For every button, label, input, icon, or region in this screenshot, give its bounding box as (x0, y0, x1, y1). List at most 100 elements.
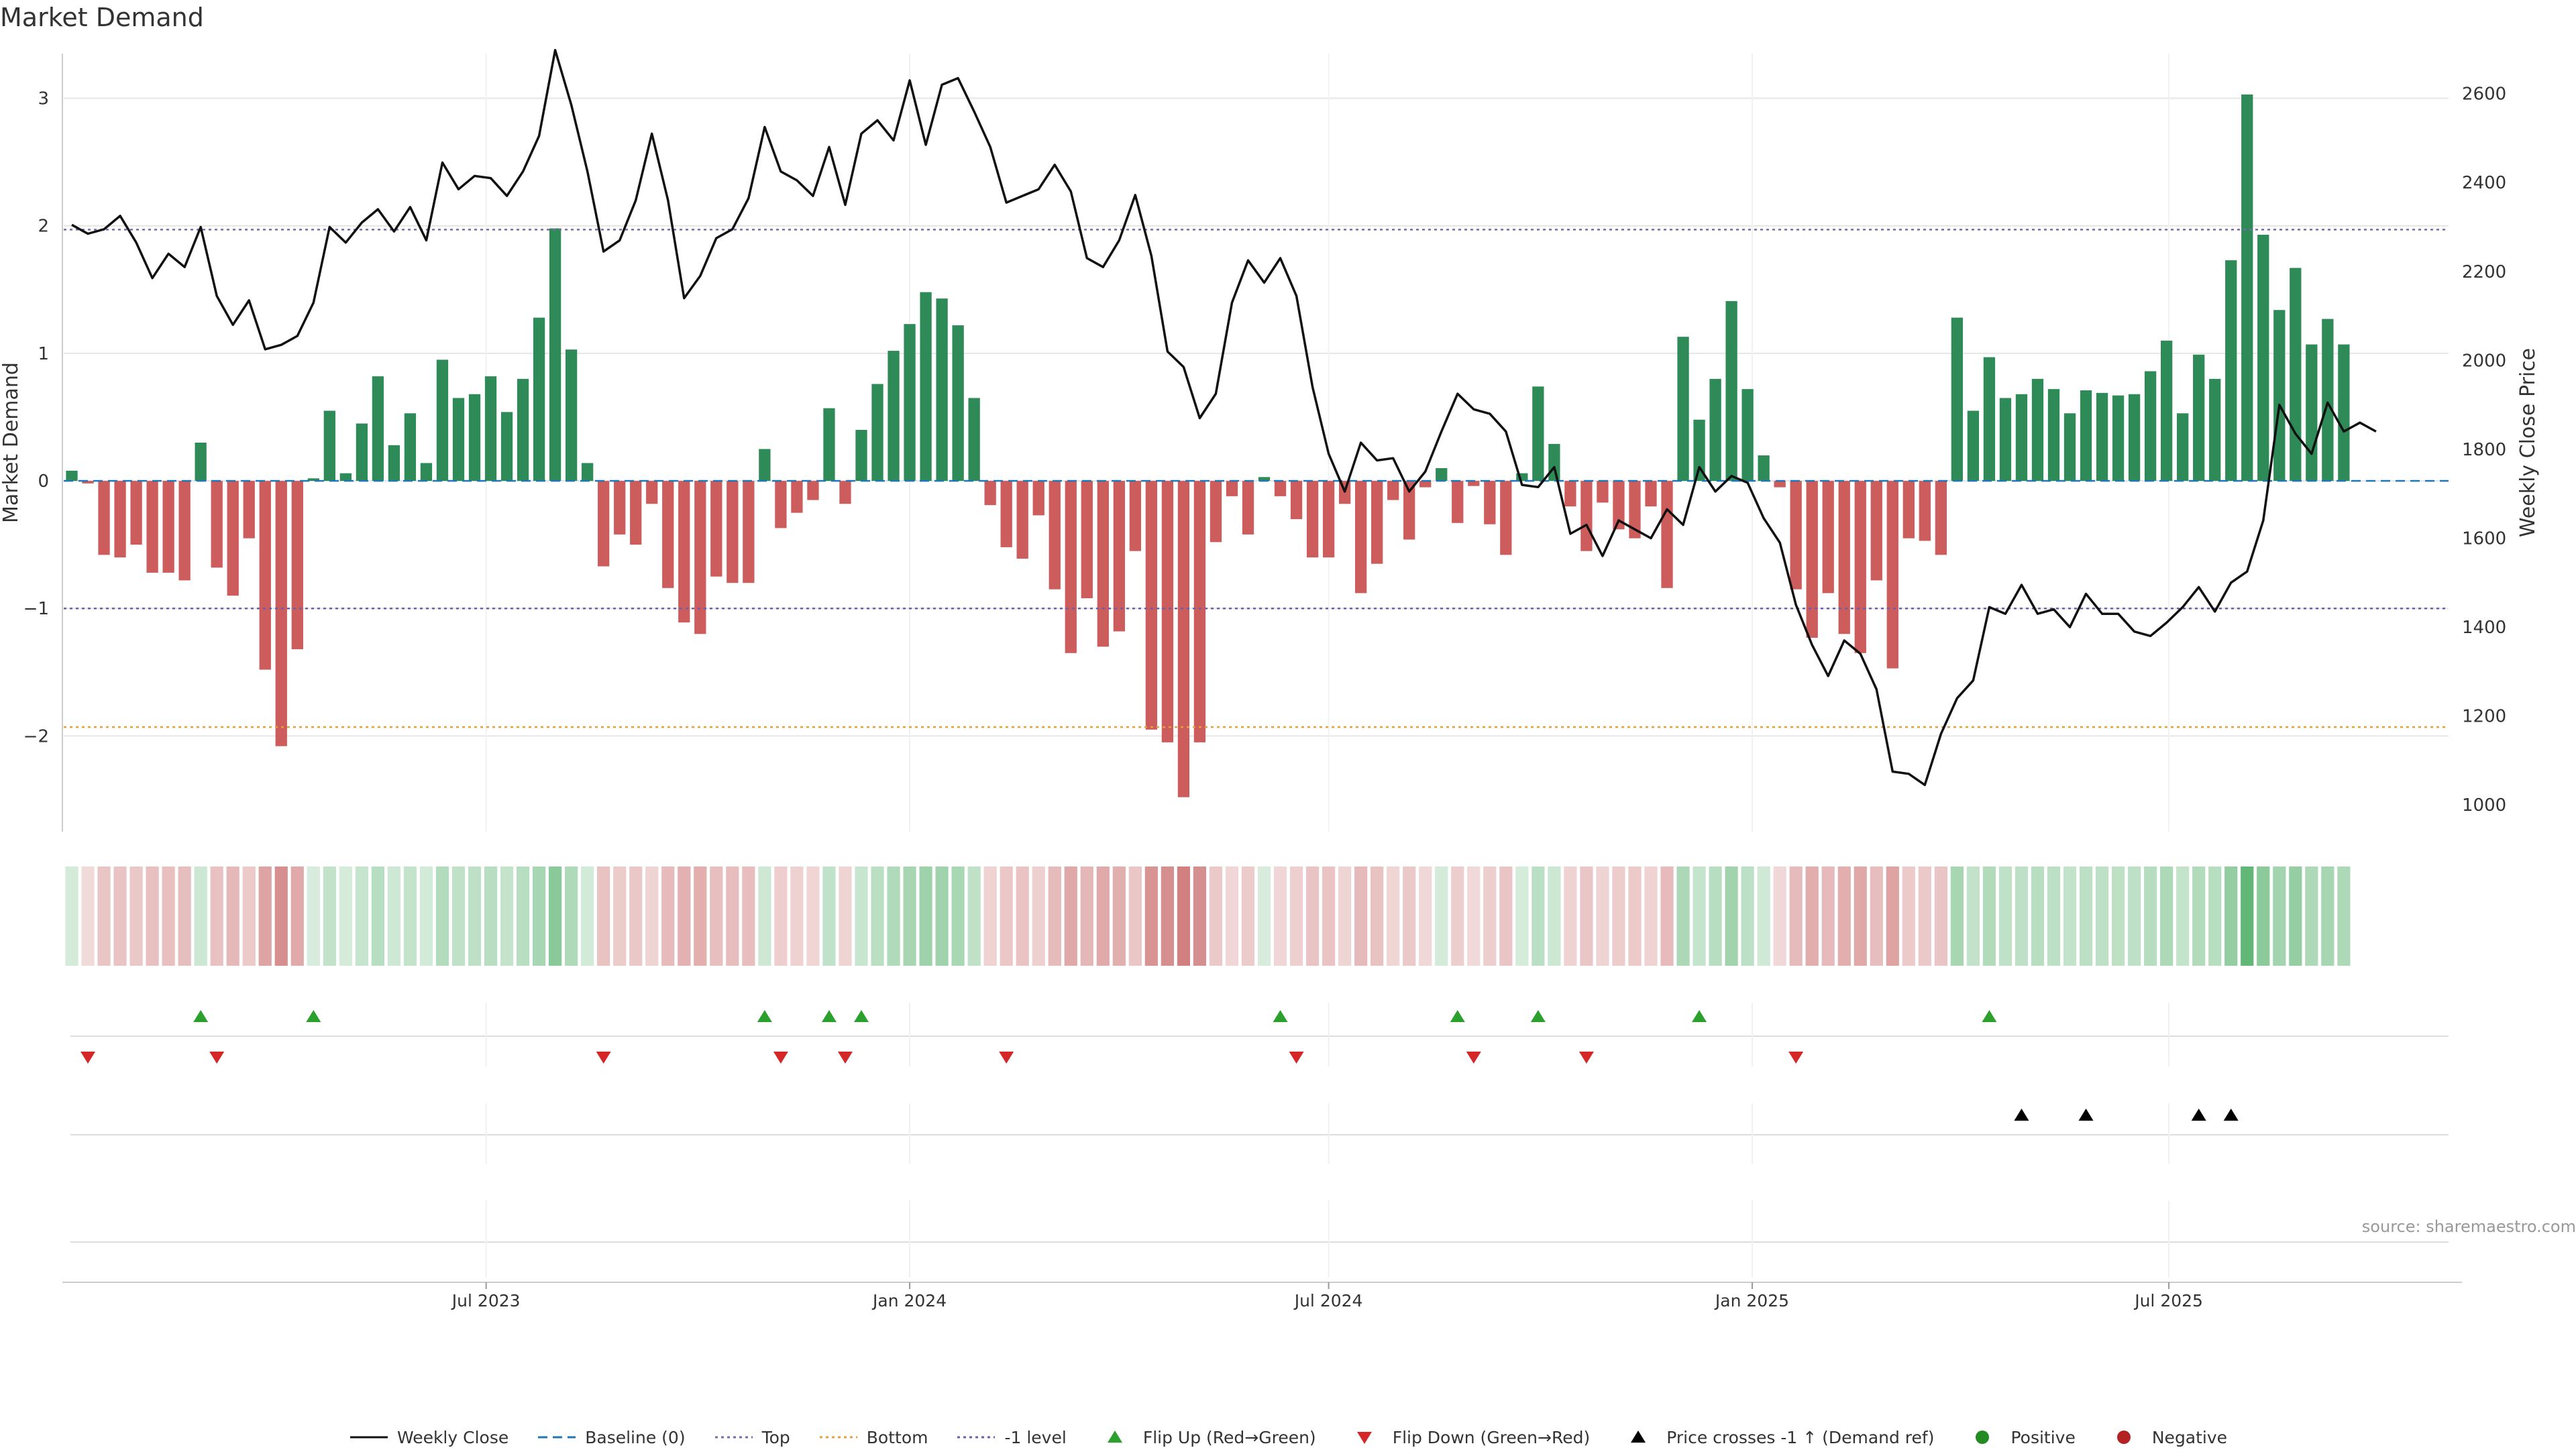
demand-bar (1693, 419, 1705, 482)
demand-bar (500, 412, 513, 482)
demand-bar (243, 481, 255, 539)
demand-bar (984, 481, 996, 506)
demand-bar (1436, 468, 1448, 482)
demand-bar (146, 481, 158, 573)
demand-strip-cell (210, 866, 223, 966)
legend-label: Price crosses -1 ↑ (Demand ref) (1666, 1427, 1935, 1447)
demand-bar (484, 376, 497, 482)
demand-strip-cell (2176, 866, 2190, 966)
demand-strip-cell (1371, 866, 1384, 966)
demand-bar (1129, 481, 1141, 551)
demand-strip-cell (419, 866, 433, 966)
demand-strip-cell (81, 866, 95, 966)
demand-strip-cell (1870, 866, 1883, 966)
demand-bar (1983, 357, 1996, 482)
weekly-close-line (71, 48, 2377, 787)
flip-up-marker (193, 1010, 209, 1022)
demand-bar (178, 481, 191, 581)
demand-bar (2209, 378, 2221, 482)
demand-strip-cell (113, 866, 127, 966)
demand-bar (1000, 481, 1012, 547)
flip-up-marker (1982, 1010, 1997, 1022)
demand-bar (791, 481, 803, 513)
demand-strip-cell (951, 866, 965, 966)
demand-bar (1403, 481, 1415, 540)
y-right-tick-label: 2200 (2462, 262, 2506, 282)
demand-strip-cell (2305, 866, 2318, 966)
legend-label: Weekly Close (396, 1427, 509, 1447)
flip-down-marker (1289, 1052, 1304, 1064)
demand-bar (775, 481, 787, 528)
demand-strip-cell (403, 866, 417, 966)
demand-bar (549, 228, 561, 482)
demand-strip-cell (919, 866, 932, 966)
demand-bar (2112, 395, 2125, 482)
demand-bar (1677, 337, 1689, 482)
demand-strip-cell (2208, 866, 2222, 966)
demand-strip-cell (274, 866, 288, 966)
flip-up-marker (821, 1010, 837, 1022)
demand-strip-cell (1467, 866, 1481, 966)
demand-strip-cell (2289, 866, 2302, 966)
demand-bar (2063, 413, 2076, 482)
demand-strip-cell (2257, 866, 2270, 966)
y-right-tick-label: 2000 (2462, 351, 2506, 371)
demand-bar (291, 481, 303, 650)
demand-strip-cell (2111, 866, 2125, 966)
demand-strip-cell (387, 866, 401, 966)
demand-strip-cell (806, 866, 820, 966)
demand-strip-cell (2224, 866, 2238, 966)
legend-label: -1 level (1004, 1427, 1067, 1447)
demand-strip-cell (1805, 866, 1819, 966)
demand-strip-cell (1532, 866, 1545, 966)
demand-bar (727, 481, 739, 583)
demand-strip-cell (1128, 866, 1142, 966)
demand-bar (1919, 481, 1931, 541)
demand-bar (452, 398, 465, 482)
flip-up-marker (306, 1010, 321, 1022)
legend-item: -1 level (956, 1427, 1067, 1447)
demand-bar (743, 481, 755, 583)
demand-bar (630, 481, 642, 545)
demand-bar (1629, 481, 1641, 539)
price-cross-marker (2078, 1109, 2094, 1121)
demand-strip-cell (1177, 866, 1191, 966)
demand-bar (1210, 481, 1222, 543)
demand-strip-cell (339, 866, 352, 966)
demand-strip-cell (65, 866, 78, 966)
demand-bar (1419, 481, 1432, 488)
demand-bar (66, 470, 78, 482)
demand-bar (1049, 481, 1061, 590)
demand-strip-cell (1209, 866, 1223, 966)
demand-bar (888, 351, 900, 482)
demand-strip-cell (1564, 866, 1577, 966)
demand-bar (710, 481, 722, 577)
demand-bar (855, 429, 867, 482)
demand-strip-cell (1257, 866, 1271, 966)
flip-down-marker (1788, 1052, 1804, 1064)
demand-strip-cell (435, 866, 449, 966)
price-cross-marker (2191, 1109, 2206, 1121)
legend-label: Flip Down (Green→Red) (1392, 1427, 1591, 1447)
legend-item: Weekly Close (349, 1427, 508, 1447)
demand-bar (920, 292, 932, 482)
demand-bar (1951, 317, 1964, 482)
demand-bar (1661, 481, 1673, 588)
y-left-axis-label: Market Demand (0, 362, 23, 523)
legend-item: Flip Down (Green→Red) (1344, 1427, 1591, 1447)
demand-bar (1709, 378, 1721, 482)
demand-strip-cell (1709, 866, 1722, 966)
demand-strip-cell (242, 866, 256, 966)
demand-bar (904, 324, 916, 482)
demand-strip-cell (1241, 866, 1255, 966)
legend-label: Baseline (0) (585, 1427, 686, 1447)
demand-bar (259, 481, 271, 670)
demand-strip-cell (2241, 866, 2254, 966)
demand-bar (565, 349, 578, 482)
demand-bar (82, 481, 94, 484)
demand-bar (1645, 481, 1657, 507)
legend-label: Top (761, 1427, 790, 1447)
demand-bar (1790, 481, 1802, 590)
demand-strip-cell (1273, 866, 1287, 966)
demand-strip-cell (694, 866, 707, 966)
